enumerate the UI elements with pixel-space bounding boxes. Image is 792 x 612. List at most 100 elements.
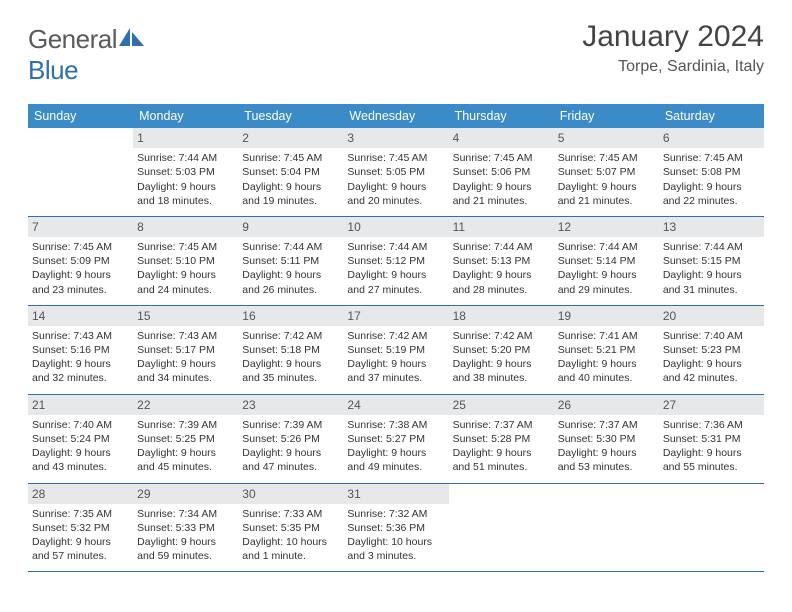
calendar-cell: 13Sunrise: 7:44 AMSunset: 5:15 PMDayligh… bbox=[659, 216, 764, 305]
day-number: 24 bbox=[343, 395, 448, 415]
detail-line: Daylight: 9 hours bbox=[663, 446, 760, 460]
day-number: 2 bbox=[238, 128, 343, 148]
calendar-row: 14Sunrise: 7:43 AMSunset: 5:16 PMDayligh… bbox=[28, 305, 764, 394]
day-details: Sunrise: 7:38 AMSunset: 5:27 PMDaylight:… bbox=[347, 418, 444, 475]
detail-line: Sunrise: 7:44 AM bbox=[347, 240, 444, 254]
detail-line: Daylight: 9 hours bbox=[663, 180, 760, 194]
day-details: Sunrise: 7:45 AMSunset: 5:05 PMDaylight:… bbox=[347, 151, 444, 208]
day-details: Sunrise: 7:36 AMSunset: 5:31 PMDaylight:… bbox=[663, 418, 760, 475]
detail-line: Daylight: 9 hours bbox=[347, 268, 444, 282]
logo: GeneralBlue bbox=[28, 24, 145, 86]
detail-line: Daylight: 9 hours bbox=[663, 268, 760, 282]
day-number: 28 bbox=[28, 484, 133, 504]
day-details: Sunrise: 7:45 AMSunset: 5:08 PMDaylight:… bbox=[663, 151, 760, 208]
detail-line: Sunrise: 7:45 AM bbox=[453, 151, 550, 165]
detail-line: and 57 minutes. bbox=[32, 549, 129, 563]
detail-line: and 23 minutes. bbox=[32, 283, 129, 297]
detail-line: and 21 minutes. bbox=[558, 194, 655, 208]
calendar-cell: 6Sunrise: 7:45 AMSunset: 5:08 PMDaylight… bbox=[659, 128, 764, 216]
detail-line: Sunset: 5:36 PM bbox=[347, 521, 444, 535]
detail-line: and 18 minutes. bbox=[137, 194, 234, 208]
calendar-cell: 11Sunrise: 7:44 AMSunset: 5:13 PMDayligh… bbox=[449, 216, 554, 305]
day-number: 19 bbox=[554, 306, 659, 326]
detail-line: Sunset: 5:09 PM bbox=[32, 254, 129, 268]
day-details: Sunrise: 7:45 AMSunset: 5:06 PMDaylight:… bbox=[453, 151, 550, 208]
detail-line: Sunrise: 7:42 AM bbox=[347, 329, 444, 343]
detail-line: Sunrise: 7:41 AM bbox=[558, 329, 655, 343]
weekday-tue: Tuesday bbox=[238, 104, 343, 128]
day-details: Sunrise: 7:45 AMSunset: 5:07 PMDaylight:… bbox=[558, 151, 655, 208]
detail-line: and 45 minutes. bbox=[137, 460, 234, 474]
detail-line: Daylight: 9 hours bbox=[453, 446, 550, 460]
day-number: 15 bbox=[133, 306, 238, 326]
day-number: 26 bbox=[554, 395, 659, 415]
day-details: Sunrise: 7:44 AMSunset: 5:13 PMDaylight:… bbox=[453, 240, 550, 297]
weekday-fri: Friday bbox=[554, 104, 659, 128]
day-details: Sunrise: 7:42 AMSunset: 5:19 PMDaylight:… bbox=[347, 329, 444, 386]
detail-line: and 40 minutes. bbox=[558, 371, 655, 385]
day-number: 21 bbox=[28, 395, 133, 415]
detail-line: and 29 minutes. bbox=[558, 283, 655, 297]
calendar-cell: 16Sunrise: 7:42 AMSunset: 5:18 PMDayligh… bbox=[238, 305, 343, 394]
day-details: Sunrise: 7:44 AMSunset: 5:11 PMDaylight:… bbox=[242, 240, 339, 297]
day-details: Sunrise: 7:32 AMSunset: 5:36 PMDaylight:… bbox=[347, 507, 444, 564]
title-block: January 2024 Torpe, Sardinia, Italy bbox=[582, 20, 764, 76]
calendar-cell: 30Sunrise: 7:33 AMSunset: 5:35 PMDayligh… bbox=[238, 483, 343, 572]
detail-line: Sunset: 5:08 PM bbox=[663, 165, 760, 179]
detail-line: Sunset: 5:24 PM bbox=[32, 432, 129, 446]
detail-line: and 19 minutes. bbox=[242, 194, 339, 208]
detail-line: Sunset: 5:20 PM bbox=[453, 343, 550, 357]
detail-line: and 59 minutes. bbox=[137, 549, 234, 563]
logo-part1: General bbox=[28, 24, 117, 54]
detail-line: Sunrise: 7:43 AM bbox=[32, 329, 129, 343]
detail-line: Sunrise: 7:45 AM bbox=[242, 151, 339, 165]
detail-line: Daylight: 10 hours bbox=[347, 535, 444, 549]
day-details: Sunrise: 7:44 AMSunset: 5:14 PMDaylight:… bbox=[558, 240, 655, 297]
detail-line: Daylight: 9 hours bbox=[558, 180, 655, 194]
detail-line: Daylight: 9 hours bbox=[558, 446, 655, 460]
calendar-cell: 3 Sunrise: 7:45 AMSunset: 5:05 PMDaylight… bbox=[343, 128, 448, 216]
day-details: Sunrise: 7:44 AMSunset: 5:15 PMDaylight:… bbox=[663, 240, 760, 297]
detail-line: Sunset: 5:23 PM bbox=[663, 343, 760, 357]
calendar-cell: 1Sunrise: 7:44 AMSunset: 5:03 PMDaylight… bbox=[133, 128, 238, 216]
calendar-row: 7 Sunrise: 7:45 AMSunset: 5:09 PM Daylight… bbox=[28, 216, 764, 305]
detail-line: and 35 minutes. bbox=[242, 371, 339, 385]
day-number: 18 bbox=[449, 306, 554, 326]
detail-line: Daylight: 9 hours bbox=[242, 357, 339, 371]
weekday-header-row: Sunday Monday Tuesday Wednesday Thursday… bbox=[28, 104, 764, 128]
detail-line: and 51 minutes. bbox=[453, 460, 550, 474]
calendar-cell: 31Sunrise: 7:32 AMSunset: 5:36 PMDayligh… bbox=[343, 483, 448, 572]
detail-line: Sunrise: 7:39 AM bbox=[242, 418, 339, 432]
detail-line: Sunset: 5:27 PM bbox=[347, 432, 444, 446]
day-details: Sunrise: 7:44 AMSunset: 5:12 PMDaylight:… bbox=[347, 240, 444, 297]
detail-line: Sunset: 5:19 PM bbox=[347, 343, 444, 357]
detail-line: Sunrise: 7:40 AM bbox=[32, 418, 129, 432]
detail-line: Daylight: 9 hours bbox=[32, 357, 129, 371]
detail-line: Sunset: 5:15 PM bbox=[663, 254, 760, 268]
detail-line: Sunrise: 7:45 AM bbox=[32, 240, 129, 254]
calendar-cell: 18Sunrise: 7:42 AMSunset: 5:20 PMDayligh… bbox=[449, 305, 554, 394]
day-number: 23 bbox=[238, 395, 343, 415]
detail-line: Sunset: 5:03 PM bbox=[137, 165, 234, 179]
detail-line: Sunrise: 7:39 AM bbox=[137, 418, 234, 432]
detail-line: and 43 minutes. bbox=[32, 460, 129, 474]
day-number: 27 bbox=[659, 395, 764, 415]
day-number: 3 bbox=[343, 128, 448, 148]
detail-line: Sunset: 5:35 PM bbox=[242, 521, 339, 535]
detail-line: Sunset: 5:17 PM bbox=[137, 343, 234, 357]
calendar-cell: 25Sunrise: 7:37 AMSunset: 5:28 PMDayligh… bbox=[449, 394, 554, 483]
day-details: Sunrise: 7:34 AMSunset: 5:33 PMDaylight:… bbox=[137, 507, 234, 564]
day-number: 1 bbox=[133, 128, 238, 148]
detail-line: Sunset: 5:07 PM bbox=[558, 165, 655, 179]
detail-line: and 32 minutes. bbox=[32, 371, 129, 385]
weekday-sat: Saturday bbox=[659, 104, 764, 128]
detail-line: Sunrise: 7:42 AM bbox=[453, 329, 550, 343]
day-number: 29 bbox=[133, 484, 238, 504]
day-number: 14 bbox=[28, 306, 133, 326]
calendar-cell bbox=[659, 483, 764, 572]
day-details: Sunrise: 7:35 AMSunset: 5:32 PMDaylight:… bbox=[32, 507, 129, 564]
detail-line: and 34 minutes. bbox=[137, 371, 234, 385]
day-number: 7 bbox=[28, 217, 133, 237]
detail-line: and 37 minutes. bbox=[347, 371, 444, 385]
detail-line: Sunrise: 7:44 AM bbox=[558, 240, 655, 254]
